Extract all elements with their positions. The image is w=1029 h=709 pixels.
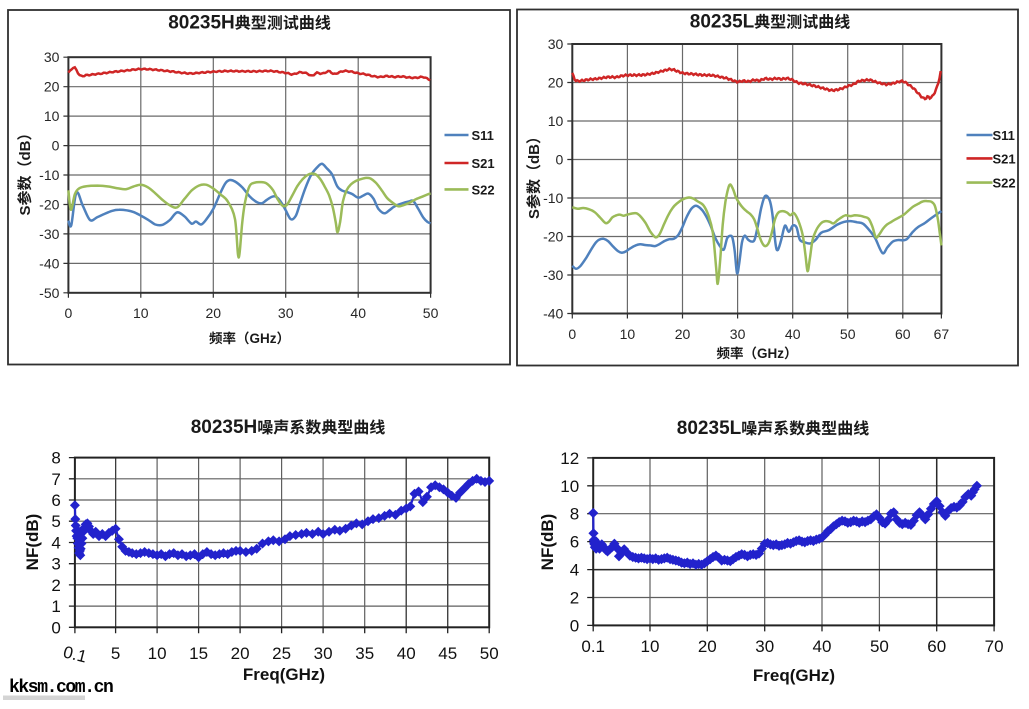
svg-text:2: 2 [570,589,579,608]
svg-text:0: 0 [51,618,60,637]
svg-text:50: 50 [840,326,856,342]
svg-text:GHz: GHz [757,346,784,361]
svg-text:4: 4 [570,561,579,580]
svg-text:50: 50 [423,305,439,321]
svg-text:1: 1 [51,597,60,616]
svg-text:40: 40 [350,305,366,321]
svg-text:67: 67 [934,326,950,342]
svg-text:S21: S21 [993,151,1016,166]
svg-text:5: 5 [51,512,60,531]
svg-text:0: 0 [568,326,576,342]
svg-text:30: 30 [548,36,564,52]
svg-text:80235H: 80235H [191,417,258,438]
svg-text:-20: -20 [39,197,59,213]
svg-text:5: 5 [111,644,120,663]
svg-text:70: 70 [985,637,1004,656]
svg-text:20: 20 [675,326,691,342]
svg-text:0.1: 0.1 [581,637,605,656]
svg-text:10: 10 [620,326,636,342]
svg-text:20: 20 [44,79,60,95]
svg-text:80235L: 80235L [677,418,742,439]
svg-text:20: 20 [206,305,222,321]
svg-text:S21: S21 [472,156,495,171]
svg-text:-50: -50 [39,285,59,301]
svg-text:25: 25 [272,644,291,663]
svg-text:0: 0 [570,616,579,635]
svg-text:6: 6 [51,491,60,510]
svg-text:10: 10 [148,644,167,663]
svg-text:-20: -20 [543,229,563,245]
svg-text:NF(dB): NF(dB) [538,514,557,571]
svg-text:-40: -40 [543,306,563,322]
svg-text:50: 50 [870,637,889,656]
svg-text:S11: S11 [472,128,494,143]
svg-text:Freq(GHz): Freq(GHz) [243,665,325,684]
svg-text:50: 50 [480,644,499,663]
svg-text:15: 15 [189,644,208,663]
svg-text:0: 0 [65,305,73,321]
svg-text:8: 8 [51,449,60,468]
svg-text:10: 10 [133,305,149,321]
svg-text:30: 30 [755,637,774,656]
svg-text:30: 30 [730,326,746,342]
svg-text:S11: S11 [993,128,1015,143]
svg-text:0: 0 [52,138,60,154]
svg-text:-10: -10 [39,167,59,183]
svg-text:10: 10 [548,113,564,129]
svg-text:4: 4 [51,534,60,553]
svg-text:80235L: 80235L [690,12,755,33]
svg-text:10: 10 [44,108,60,124]
svg-text:-30: -30 [543,267,563,283]
svg-text:S: S [17,205,34,215]
svg-text:Freq(GHz): Freq(GHz) [753,666,835,685]
svg-text:-40: -40 [39,255,59,271]
svg-text:S22: S22 [993,176,1016,191]
svg-text:60: 60 [895,326,911,342]
svg-text:-30: -30 [39,226,59,242]
svg-text:kksm.com.cn: kksm.com.cn [9,678,113,698]
svg-text:45: 45 [438,644,457,663]
svg-text:80235H: 80235H [168,13,235,34]
svg-text:40: 40 [785,326,801,342]
svg-text:20: 20 [548,75,564,91]
svg-text:12: 12 [560,449,579,468]
svg-text:7: 7 [51,470,60,489]
svg-text:40: 40 [397,644,416,663]
svg-text:35: 35 [355,644,374,663]
svg-text:20: 20 [698,637,717,656]
svg-text:3: 3 [51,555,60,574]
svg-text:-10: -10 [543,190,563,206]
svg-text:30: 30 [278,305,294,321]
svg-text:dB: dB [17,140,34,160]
svg-text:NF(dB): NF(dB) [23,514,42,571]
svg-text:10: 10 [560,477,579,496]
svg-text:60: 60 [927,637,946,656]
svg-text:6: 6 [570,533,579,552]
svg-text:S: S [526,209,543,219]
svg-text:GHz: GHz [250,331,277,346]
svg-text:10: 10 [641,637,660,656]
svg-text:20: 20 [231,644,250,663]
svg-text:30: 30 [314,644,333,663]
svg-text:dB: dB [526,144,543,164]
svg-text:S22: S22 [472,182,495,197]
svg-text:8: 8 [570,505,579,524]
svg-text:0: 0 [556,152,564,168]
svg-text:30: 30 [44,49,60,65]
svg-text:2: 2 [51,576,60,595]
svg-text:40: 40 [813,637,832,656]
